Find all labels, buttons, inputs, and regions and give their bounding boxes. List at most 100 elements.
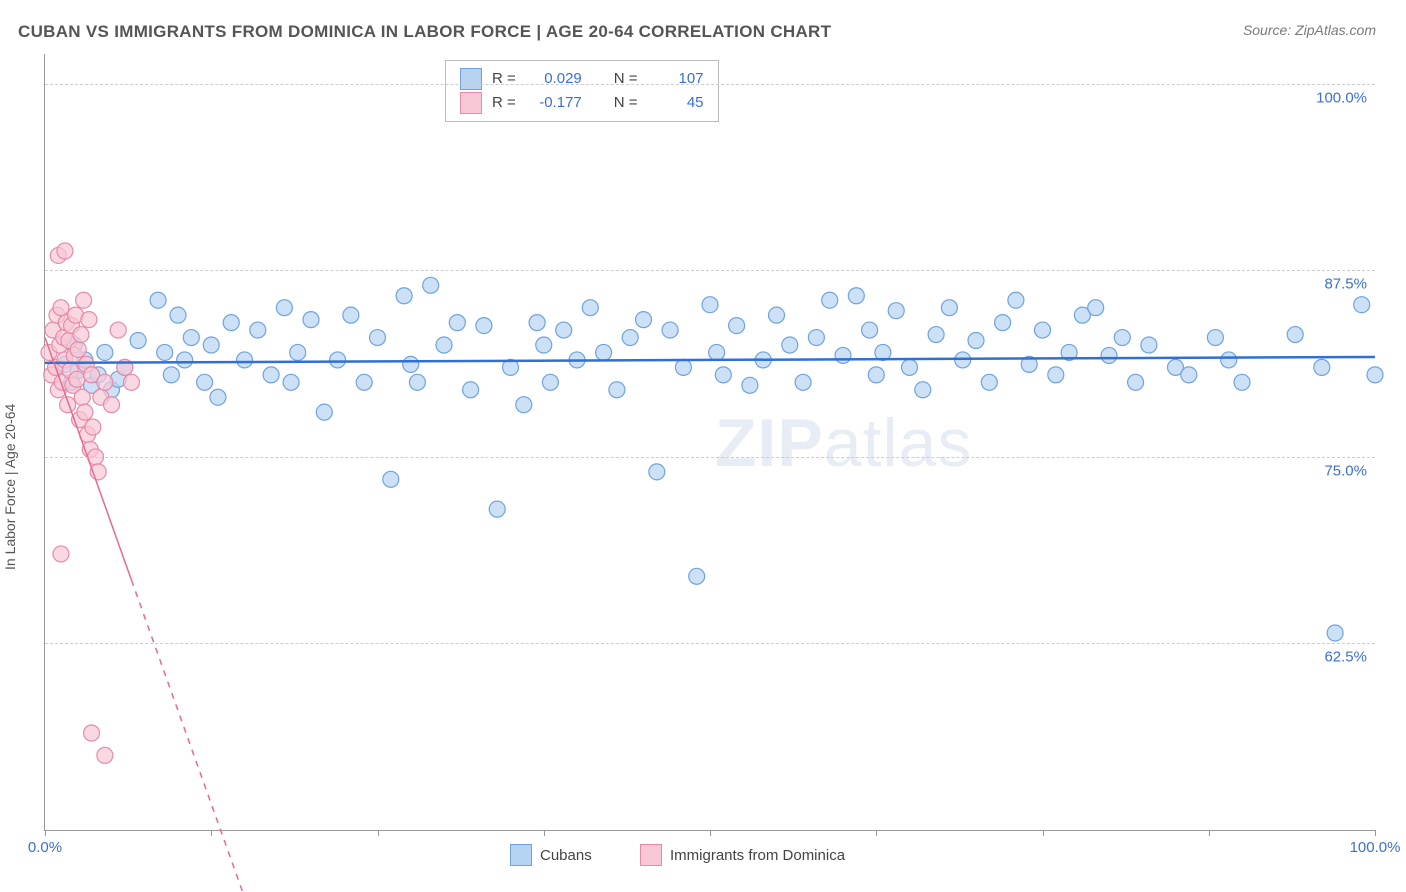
scatter-point [69,371,85,387]
scatter-point [981,374,997,390]
scatter-point [237,352,253,368]
legend-label-series2: Immigrants from Dominica [670,847,845,864]
scatter-point [1088,300,1104,316]
scatter-point [795,374,811,390]
scatter-point [1128,374,1144,390]
x-tick [1209,830,1210,836]
x-tick [378,830,379,836]
scatter-point [928,327,944,343]
scatter-point [203,337,219,353]
x-tick [1043,830,1044,836]
scatter-point [476,318,492,334]
scatter-point [582,300,598,316]
scatter-point [70,341,86,357]
scatter-point [81,312,97,328]
scatter-point [423,277,439,293]
x-tick [710,830,711,836]
scatter-point [1114,330,1130,346]
scatter-point [1207,330,1223,346]
scatter-point [1048,367,1064,383]
scatter-point [715,367,731,383]
scatter-point [330,352,346,368]
legend-series1: Cubans [510,844,592,866]
scatter-point [53,546,69,562]
scatter-point [822,292,838,308]
x-tick [1375,830,1376,836]
scatter-point [662,322,678,338]
r-label: R = [492,67,516,91]
scatter-point [542,374,558,390]
y-tick-label: 75.0% [1324,462,1367,479]
scatter-point [104,397,120,413]
scatter-point [53,300,69,316]
n-label: N = [614,91,638,115]
legend-swatch-series2 [640,844,662,866]
scatter-point [97,747,113,763]
scatter-point [150,292,166,308]
x-tick [544,830,545,836]
scatter-point [888,303,904,319]
scatter-point [848,288,864,304]
scatter-point [396,288,412,304]
chart-plot-area: ZIPatlas R = 0.029 N = 107 R = -0.177 N … [44,54,1375,831]
scatter-point [76,292,92,308]
legend-label-series1: Cubans [540,847,592,864]
gridline [45,457,1375,458]
source-attribution: Source: ZipAtlas.com [1243,22,1376,38]
scatter-point [742,377,758,393]
scatter-point [343,307,359,323]
scatter-point [383,471,399,487]
scatter-point [183,330,199,346]
scatter-point [449,315,465,331]
scatter-point [649,464,665,480]
scatter-point [596,344,612,360]
scatter-point [1287,327,1303,343]
gridline [45,643,1375,644]
scatter-point [1101,347,1117,363]
scatter-point [85,419,101,435]
scatter-point [702,297,718,313]
r-value-series2: -0.177 [526,91,582,115]
scatter-point [769,307,785,323]
scatter-point [489,501,505,517]
y-tick-label: 100.0% [1316,89,1367,106]
scatter-point [290,344,306,360]
scatter-point [868,367,884,383]
source-value: ZipAtlas.com [1295,22,1376,38]
n-value-series1: 107 [648,67,704,91]
scatter-point [436,337,452,353]
scatter-point [968,333,984,349]
scatter-point [1035,322,1051,338]
scatter-point [1314,359,1330,375]
r-label: R = [492,91,516,115]
scatter-point [536,337,552,353]
scatter-point [1141,337,1157,353]
scatter-point [57,243,73,259]
source-label: Source: [1243,22,1295,38]
chart-svg [45,54,1375,830]
scatter-point [808,330,824,346]
y-tick-label: 87.5% [1324,276,1367,293]
scatter-point [77,404,93,420]
scatter-point [609,382,625,398]
scatter-point [250,322,266,338]
scatter-point [123,374,139,390]
scatter-point [303,312,319,328]
scatter-point [170,307,186,323]
n-value-series2: 45 [648,91,704,115]
chart-title: CUBAN VS IMMIGRANTS FROM DOMINICA IN LAB… [18,22,831,42]
scatter-point [1354,297,1370,313]
scatter-point [403,356,419,372]
x-tick [211,830,212,836]
scatter-point [409,374,425,390]
y-axis-label: In Labor Force | Age 20-64 [2,404,18,570]
scatter-point [1008,292,1024,308]
scatter-point [356,374,372,390]
scatter-point [1181,367,1197,383]
scatter-point [276,300,292,316]
scatter-point [73,327,89,343]
scatter-point [835,347,851,363]
scatter-point [862,322,878,338]
swatch-series2 [460,92,482,114]
scatter-point [915,382,931,398]
